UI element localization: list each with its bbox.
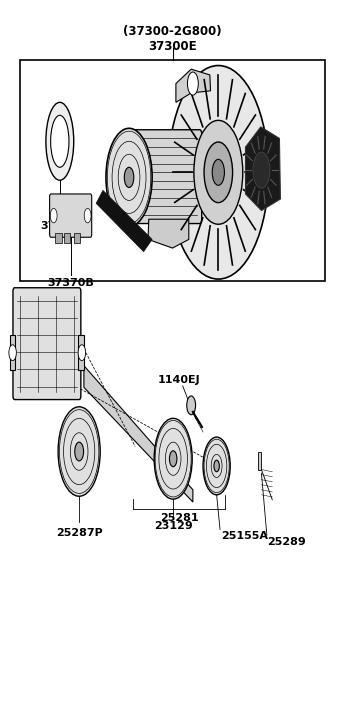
Polygon shape <box>96 190 152 252</box>
Text: 25287P: 25287P <box>56 528 102 538</box>
Polygon shape <box>148 220 189 248</box>
Circle shape <box>106 128 152 226</box>
Circle shape <box>84 209 91 222</box>
Bar <box>64 233 70 243</box>
Circle shape <box>169 451 177 467</box>
Text: (37300-2G800): (37300-2G800) <box>123 25 222 38</box>
Circle shape <box>203 437 230 495</box>
Bar <box>56 233 61 243</box>
Bar <box>74 233 80 243</box>
Circle shape <box>9 345 16 361</box>
Text: 1140EJ: 1140EJ <box>158 375 200 385</box>
Polygon shape <box>84 366 193 502</box>
Circle shape <box>204 142 233 203</box>
Bar <box>78 335 84 370</box>
Text: 23129: 23129 <box>154 521 193 531</box>
Ellipse shape <box>51 116 69 167</box>
Text: 25281: 25281 <box>160 513 199 523</box>
FancyBboxPatch shape <box>125 129 202 223</box>
Bar <box>258 452 262 470</box>
Polygon shape <box>246 127 280 211</box>
Circle shape <box>214 460 219 472</box>
Circle shape <box>168 65 268 279</box>
Text: 37325: 37325 <box>41 221 79 230</box>
FancyBboxPatch shape <box>13 288 81 400</box>
Ellipse shape <box>46 103 74 180</box>
Circle shape <box>187 396 196 414</box>
Text: 25289: 25289 <box>267 537 306 547</box>
Circle shape <box>194 121 243 224</box>
Circle shape <box>124 167 134 188</box>
Circle shape <box>78 345 86 361</box>
Text: 37370B: 37370B <box>47 278 94 289</box>
FancyBboxPatch shape <box>50 194 92 237</box>
Circle shape <box>58 407 100 497</box>
Circle shape <box>50 209 57 222</box>
Text: 37300E: 37300E <box>148 39 197 52</box>
Text: 25155A: 25155A <box>221 531 268 541</box>
Circle shape <box>253 152 270 188</box>
Circle shape <box>154 418 192 499</box>
Bar <box>20 60 325 281</box>
Circle shape <box>212 159 225 185</box>
Polygon shape <box>176 69 210 103</box>
Circle shape <box>187 72 198 95</box>
Circle shape <box>75 442 83 461</box>
Bar <box>10 335 15 370</box>
